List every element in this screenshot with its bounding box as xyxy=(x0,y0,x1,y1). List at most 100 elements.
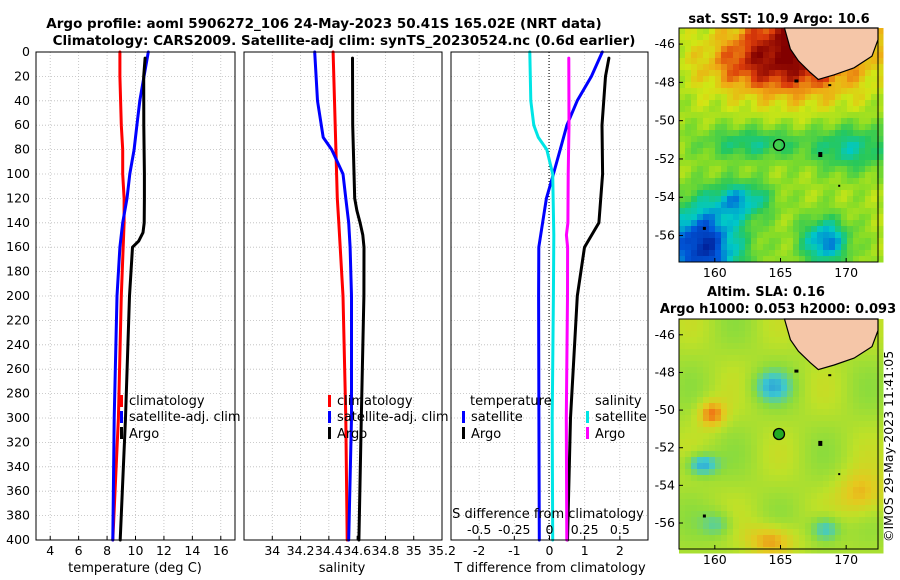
map-cell xyxy=(751,403,758,410)
map-cell xyxy=(805,202,812,209)
map-cell xyxy=(853,142,860,149)
map-cell xyxy=(805,505,812,512)
map-cell xyxy=(805,517,812,524)
map-cell xyxy=(757,100,764,107)
map-cell xyxy=(841,94,848,101)
x-tick-label: -2 xyxy=(473,543,485,558)
map-cell xyxy=(727,34,734,41)
map-cell xyxy=(799,172,806,179)
map-cell xyxy=(799,481,806,488)
map-cell xyxy=(751,190,758,197)
map-cell xyxy=(745,142,752,149)
map-cell xyxy=(859,355,866,362)
map-cell xyxy=(757,136,764,143)
map-cell xyxy=(763,475,770,482)
map-cell xyxy=(853,385,860,392)
map-cell xyxy=(703,337,710,344)
map-cell xyxy=(715,196,722,203)
map-cell xyxy=(781,202,788,209)
map-cell xyxy=(769,256,776,263)
map-cell xyxy=(733,511,740,518)
map-cell xyxy=(799,373,806,380)
map-cell xyxy=(835,481,842,488)
map-cell xyxy=(691,331,698,338)
map-cell xyxy=(679,64,686,71)
map-cell xyxy=(763,337,770,344)
map-cell xyxy=(853,82,860,89)
map-cell xyxy=(865,154,872,161)
map-cell xyxy=(757,499,764,506)
map-cell xyxy=(841,136,848,143)
map-cell xyxy=(697,238,704,245)
map-x-tick-label: 170 xyxy=(834,552,858,567)
depth-tick-label: 240 xyxy=(6,337,30,352)
map-cell xyxy=(691,421,698,428)
map-cell xyxy=(697,208,704,215)
map-cell xyxy=(835,385,842,392)
map-cell xyxy=(757,517,764,524)
map-cell xyxy=(811,88,818,95)
map-cell xyxy=(835,94,842,101)
map-cell xyxy=(679,325,686,332)
map-cell xyxy=(859,196,866,203)
map-cell xyxy=(691,481,698,488)
map-cell xyxy=(727,130,734,137)
map-cell xyxy=(799,112,806,119)
map-cell xyxy=(775,238,782,245)
island xyxy=(838,473,841,476)
map-cell xyxy=(841,124,848,131)
map-cell xyxy=(799,463,806,470)
map-cell xyxy=(721,46,728,53)
map-cell xyxy=(787,94,794,101)
map-cell xyxy=(877,475,884,482)
map-cell xyxy=(751,256,758,263)
map-cell xyxy=(829,373,836,380)
map-cell xyxy=(877,403,884,410)
map-cell xyxy=(823,250,830,257)
map-cell xyxy=(841,391,848,398)
map-cell xyxy=(721,415,728,422)
map-cell xyxy=(697,70,704,77)
map-cell xyxy=(799,124,806,131)
map-cell xyxy=(847,505,854,512)
map-cell xyxy=(829,106,836,113)
map-cell xyxy=(697,256,704,263)
map-cell xyxy=(715,439,722,446)
map-cell xyxy=(769,190,776,197)
map-cell xyxy=(841,154,848,161)
map-cell xyxy=(853,469,860,476)
map-cell xyxy=(727,535,734,542)
map-cell xyxy=(751,523,758,530)
map-cell xyxy=(775,172,782,179)
map-cell xyxy=(745,34,752,41)
map-cell xyxy=(817,226,824,233)
map-cell xyxy=(709,331,716,338)
map-cell xyxy=(775,124,782,131)
map-cell xyxy=(709,433,716,440)
map-cell xyxy=(739,130,746,137)
map-cell xyxy=(793,130,800,137)
map-cell xyxy=(751,40,758,47)
map-cell xyxy=(697,106,704,113)
map-cell xyxy=(757,184,764,191)
map-cell xyxy=(805,373,812,380)
map-cell xyxy=(751,118,758,125)
map-cell xyxy=(685,547,692,554)
map-cell xyxy=(865,136,872,143)
map-cell xyxy=(709,160,716,167)
map-cell xyxy=(763,178,770,185)
map-cell xyxy=(727,106,734,113)
map-cell xyxy=(703,160,710,167)
map-cell xyxy=(853,397,860,404)
map-cell xyxy=(679,118,686,125)
map-cell xyxy=(853,517,860,524)
map-cell xyxy=(859,445,866,452)
map-cell xyxy=(709,94,716,101)
map-cell xyxy=(733,481,740,488)
map-cell xyxy=(763,349,770,356)
map-cell xyxy=(781,379,788,386)
map-cell xyxy=(751,178,758,185)
map-cell xyxy=(703,130,710,137)
map-cell xyxy=(871,505,878,512)
map-cell xyxy=(847,148,854,155)
